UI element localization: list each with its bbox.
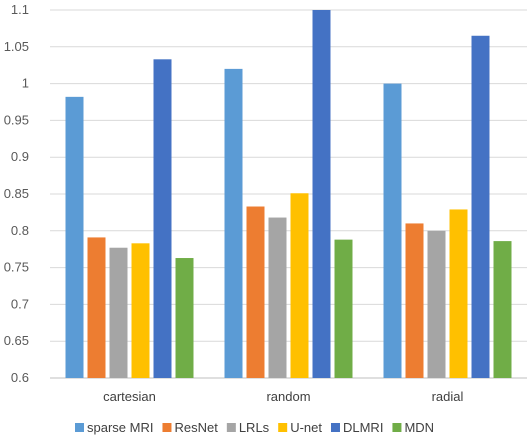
legend-label: MDN (404, 420, 434, 435)
y-tick-label: 1 (22, 76, 29, 91)
legend-label: LRLs (239, 420, 270, 435)
legend-swatch (226, 423, 236, 432)
bar-u-net-radial (449, 209, 468, 378)
x-category-label: random (266, 389, 310, 404)
bar-resnet-random (246, 206, 265, 378)
bar-mdn-random (334, 239, 353, 378)
bars (65, 10, 512, 379)
bar-resnet-radial (405, 223, 424, 378)
y-tick-label: 1.1 (11, 2, 29, 17)
y-tick-label: 0.9 (11, 149, 29, 164)
legend-swatch (75, 423, 84, 432)
x-category-label: radial (432, 389, 464, 404)
bar-dlmri-random (312, 10, 331, 378)
legend-label: ResNet (174, 420, 218, 435)
bar-sparse-mri-radial (383, 83, 402, 378)
bar-lrls-radial (427, 230, 446, 378)
y-tick-label: 0.6 (11, 370, 29, 385)
bar-u-net-cartesian (131, 243, 150, 378)
bar-sparse-mri-cartesian (65, 96, 84, 379)
gridlines (50, 9, 527, 379)
bar-dlmri-radial (471, 35, 490, 378)
bar-sparse-mri-random (224, 68, 243, 378)
y-tick-label: 0.75 (4, 260, 29, 275)
bar-lrls-random (268, 217, 287, 378)
y-tick-label: 0.65 (4, 333, 29, 348)
y-tick-label: 0.95 (4, 112, 29, 127)
bar-lrls-cartesian (109, 247, 128, 378)
y-tick-label: 0.7 (11, 296, 29, 311)
legend-swatch (162, 423, 172, 432)
legend-swatch (278, 423, 288, 432)
x-category-label: cartesian (103, 389, 156, 404)
y-axis: 0.6 0.65 0.7 0.75 0.8 0.85 0.9 0.95 1 1.05 1.1 (4, 2, 29, 385)
y-tick-label: 0.8 (11, 223, 29, 238)
bar-u-net-random (290, 193, 309, 378)
bar-mdn-cartesian (175, 258, 194, 378)
legend-label: DLMRI (343, 420, 383, 435)
y-tick-label: 0.85 (4, 186, 29, 201)
legend-label: U-net (290, 420, 322, 435)
legend-swatch (392, 423, 402, 432)
bar-dlmri-cartesian (153, 59, 172, 378)
legend: sparse MRI ResNet LRLs U-net DLMRI MDN (75, 420, 434, 435)
legend-swatch (330, 423, 340, 432)
y-tick-label: 1.05 (4, 39, 29, 54)
bar-resnet-cartesian (87, 237, 106, 378)
bar-mdn-radial (493, 241, 512, 378)
legend-label: sparse MRI (87, 420, 153, 435)
x-axis: cartesian random radial (103, 389, 463, 404)
